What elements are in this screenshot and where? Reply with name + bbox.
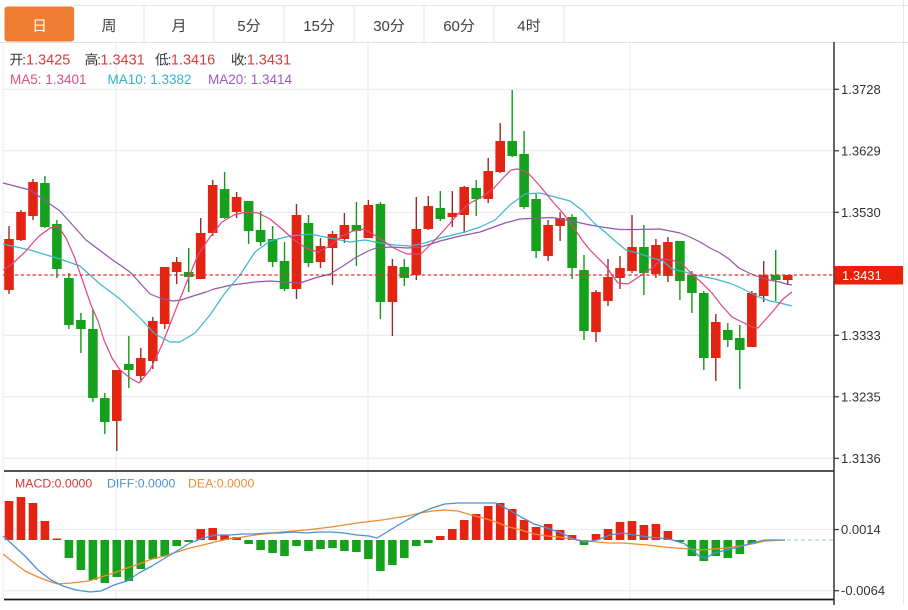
svg-text:1.3431: 1.3431 — [100, 53, 144, 69]
svg-text:1.3530: 1.3530 — [841, 205, 881, 220]
svg-text:60: 60 — [443, 18, 460, 35]
svg-text:1.3235: 1.3235 — [841, 389, 881, 404]
svg-text:MA5: 1.3401: MA5: 1.3401 — [10, 72, 87, 87]
svg-text:1.3416: 1.3416 — [171, 53, 215, 69]
svg-text:1.3425: 1.3425 — [26, 53, 70, 69]
svg-text:15: 15 — [303, 18, 320, 35]
svg-text:1.3629: 1.3629 — [841, 143, 881, 158]
svg-text:1.3728: 1.3728 — [841, 82, 881, 97]
svg-text:DIFF:0.0000: DIFF:0.0000 — [107, 477, 176, 491]
svg-text:DEA:0.0000: DEA:0.0000 — [188, 477, 254, 491]
svg-text:-0.0064: -0.0064 — [841, 583, 885, 598]
svg-text::: : — [22, 52, 26, 68]
svg-text:1.3333: 1.3333 — [841, 328, 881, 343]
svg-text:5: 5 — [237, 18, 245, 35]
svg-text:1.3136: 1.3136 — [841, 451, 881, 466]
svg-text:0.0014: 0.0014 — [841, 522, 881, 537]
svg-text:MA20: 1.3414: MA20: 1.3414 — [208, 72, 293, 87]
svg-text::: : — [168, 52, 172, 68]
svg-text:4: 4 — [517, 18, 525, 35]
svg-text:MA10: 1.3382: MA10: 1.3382 — [108, 72, 192, 87]
svg-text::: : — [97, 52, 101, 68]
svg-text:1.3431: 1.3431 — [247, 53, 291, 69]
svg-text:30: 30 — [373, 18, 390, 35]
svg-text:MACD:0.0000: MACD:0.0000 — [15, 477, 92, 491]
svg-text::: : — [243, 52, 247, 68]
svg-text:1.3431: 1.3431 — [842, 268, 882, 283]
